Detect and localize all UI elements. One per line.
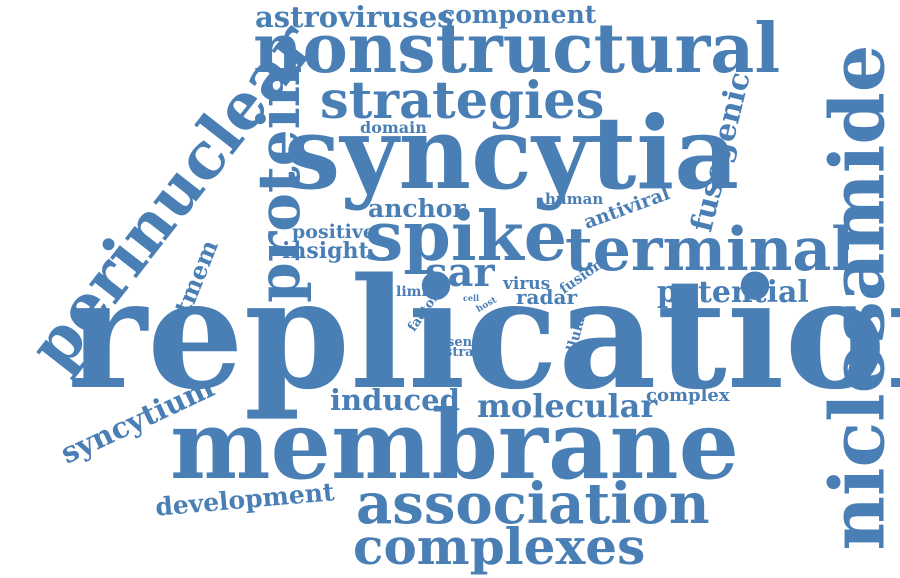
word-terminal: terminal [565, 215, 855, 285]
word-positive: positive [292, 221, 375, 243]
word-complex: complex [646, 385, 730, 406]
word-replication: replication [67, 244, 900, 423]
word-sense: sense [447, 335, 488, 350]
word-association: association [356, 471, 710, 537]
word-virus: virus [503, 274, 551, 294]
word-syncytia: syncytia [284, 94, 740, 212]
word-complexes: complexes [353, 517, 646, 576]
word-sar: sar [425, 249, 495, 296]
word-anchor: anchor [368, 194, 466, 223]
word-cell: cell [463, 293, 480, 303]
word-induced: induced [330, 383, 460, 417]
word-astroviruses: astroviruses [255, 0, 454, 34]
word-spike: spike [365, 197, 568, 277]
word-insight: insight [282, 238, 369, 264]
word-molecular: molecular [477, 387, 658, 425]
word-component: component [440, 0, 597, 29]
word-potential: potential [657, 275, 809, 310]
word-nonstructural: nonstructural [253, 9, 781, 89]
word-radar: radar [516, 285, 577, 309]
word-strain: strain [445, 345, 488, 360]
word-strategies: strategies [320, 71, 605, 131]
word-human: human [545, 190, 604, 208]
word-limit: limit [396, 284, 434, 300]
word-membrane: membrane [170, 390, 740, 501]
word-domain: domain [360, 118, 427, 137]
